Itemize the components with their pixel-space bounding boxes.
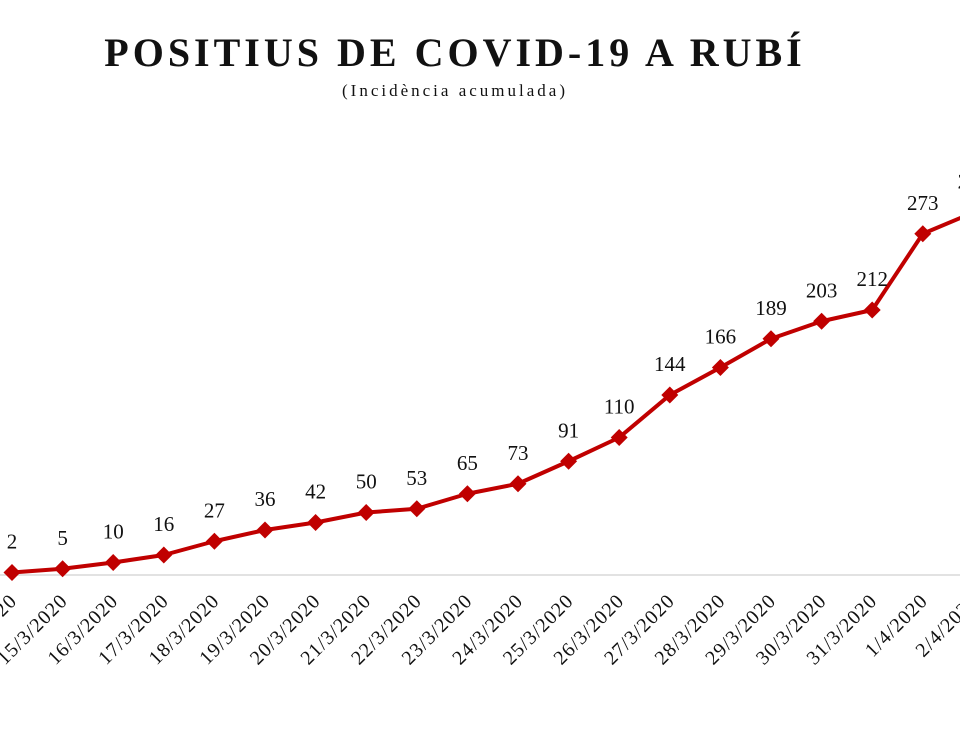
marker	[307, 514, 325, 531]
value-label: 42	[305, 480, 326, 504]
marker	[711, 359, 729, 376]
marker	[205, 532, 223, 550]
marker	[914, 225, 932, 243]
value-label: 91	[558, 418, 579, 442]
marker	[661, 386, 679, 404]
marker	[813, 312, 831, 330]
line	[11, 215, 960, 575]
marker	[458, 485, 476, 503]
value-label: 73	[508, 441, 529, 465]
marker	[357, 504, 375, 521]
value-label: 166	[705, 325, 737, 349]
marker	[863, 301, 881, 319]
chart-title: POSITIUS DE COVID-19 A RUBÍ	[104, 30, 805, 75]
value-label: 144	[654, 352, 686, 376]
chart-subtitle: (Incidència acumulada)	[342, 81, 568, 100]
value-label: 10	[103, 520, 124, 544]
value-label: 50	[356, 470, 377, 494]
marker	[560, 452, 578, 470]
value-label: 2	[7, 530, 18, 554]
value-label: 290	[958, 170, 960, 194]
value-label: 27	[204, 498, 225, 522]
value-label: 212	[856, 267, 888, 291]
value-label: 65	[457, 451, 478, 475]
value-label: 189	[755, 296, 787, 320]
marker	[155, 546, 173, 564]
value-label: 36	[255, 487, 276, 511]
marker	[509, 475, 527, 493]
value-label: 110	[604, 395, 635, 419]
value-label: 203	[806, 278, 838, 302]
marker	[762, 330, 780, 348]
value-label: 53	[406, 466, 427, 490]
value-label: 5	[57, 526, 68, 550]
marker	[610, 429, 628, 446]
value-label: 16	[153, 512, 174, 536]
marker	[54, 560, 72, 578]
marker	[104, 554, 122, 571]
marker	[256, 521, 274, 539]
marker	[408, 500, 426, 518]
value-label: 273	[907, 191, 939, 215]
marker	[3, 564, 21, 581]
